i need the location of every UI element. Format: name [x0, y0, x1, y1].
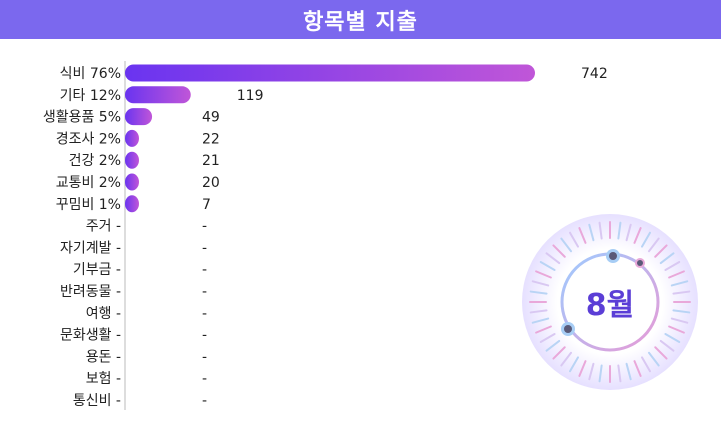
dial-tick	[668, 270, 685, 279]
dial-tick	[633, 227, 642, 244]
category-label: 보험 -	[86, 371, 121, 387]
dial-tick	[545, 252, 561, 265]
category-label: 경조사 2%	[56, 131, 121, 147]
dial-tick	[670, 317, 689, 324]
value-label: -	[202, 262, 207, 278]
value-label: -	[202, 306, 207, 322]
value-label: 20	[202, 175, 220, 191]
dial-tick	[569, 231, 579, 248]
category-label: 자기계발 -	[60, 240, 121, 256]
dial-tick	[647, 237, 660, 253]
header-bar: 항목별 지출	[0, 0, 721, 39]
value-label: -	[202, 284, 207, 300]
category-label: 여행 -	[86, 306, 121, 322]
bar	[125, 108, 153, 126]
category-label: 기타 12%	[60, 88, 121, 104]
bar	[125, 129, 139, 147]
expense-bar-chart: 식비 76% 742 기타 12% 119 생활용품 5% 49 경조사 2% 22 건강 2%…	[43, 61, 608, 410]
dial-tick	[531, 280, 550, 287]
value-label: 7	[202, 197, 211, 213]
dial-tick	[535, 270, 552, 279]
dial-tick	[588, 223, 595, 242]
dial-tick	[617, 364, 622, 383]
dial-tick	[625, 362, 632, 381]
category-label: 문화생활 -	[60, 328, 121, 344]
dial-tick	[535, 325, 552, 334]
dial-tick	[659, 252, 675, 265]
bar	[125, 173, 139, 191]
dial-tick	[654, 244, 668, 258]
month-badge: 8월	[520, 212, 700, 392]
category-label: 기부금 -	[73, 262, 121, 278]
dial-tick	[654, 346, 668, 360]
bar	[125, 64, 535, 82]
dial-tick	[664, 261, 681, 271]
category-label: 주거 -	[86, 219, 121, 235]
bar	[125, 195, 139, 213]
category-label: 반려동물 -	[60, 284, 121, 300]
dial-tick	[664, 333, 681, 343]
dial-tick	[588, 362, 595, 381]
value-label: 21	[202, 153, 220, 169]
dial-tick	[578, 360, 587, 377]
value-label: -	[202, 328, 207, 344]
dial-tick	[569, 356, 579, 373]
dial-tick	[617, 221, 622, 240]
dial-tick	[633, 360, 642, 377]
dial-tick	[552, 346, 566, 360]
dial-tick	[647, 351, 660, 367]
dial-tick	[529, 309, 548, 314]
dial-tick	[672, 290, 691, 295]
dial-tick	[531, 317, 550, 324]
dial-tick	[670, 280, 689, 287]
value-label: 22	[202, 131, 220, 147]
dial-tick	[625, 223, 632, 242]
category-label: 생활용품 5%	[43, 110, 121, 126]
dial-tick	[672, 309, 691, 314]
value-label: -	[202, 219, 207, 235]
category-label: 식비 76%	[60, 66, 121, 82]
dial-tick	[552, 244, 566, 258]
dial-tick	[560, 351, 573, 367]
dial-tick	[539, 333, 556, 343]
dial-tick	[598, 221, 603, 240]
category-label: 꾸밈비 1%	[56, 197, 121, 213]
value-label: -	[202, 240, 207, 256]
dial-tick	[641, 231, 651, 248]
dial-tick	[529, 290, 548, 295]
value-label: -	[202, 349, 207, 365]
dial-tick	[560, 237, 573, 253]
value-label: 119	[237, 88, 264, 104]
value-label: 49	[202, 110, 220, 126]
value-label: 742	[581, 66, 608, 82]
value-label: -	[202, 371, 207, 387]
bar	[125, 86, 191, 104]
category-label: 통신비 -	[73, 393, 121, 409]
category-label: 교통비 2%	[56, 175, 121, 191]
dial-tick	[598, 364, 603, 383]
page-title: 항목별 지출	[303, 9, 418, 35]
category-label: 건강 2%	[69, 153, 121, 169]
value-label: -	[202, 393, 207, 409]
category-label: 용돈 -	[86, 349, 121, 365]
month-label: 8월	[586, 288, 634, 323]
dial-tick	[659, 339, 675, 352]
dial-tick	[668, 325, 685, 334]
dial-tick	[545, 339, 561, 352]
dial-tick	[641, 356, 651, 373]
dial-tick	[578, 227, 587, 244]
dial-tick	[539, 261, 556, 271]
bar	[125, 151, 139, 169]
month-dial-icon: 8월	[522, 214, 698, 390]
